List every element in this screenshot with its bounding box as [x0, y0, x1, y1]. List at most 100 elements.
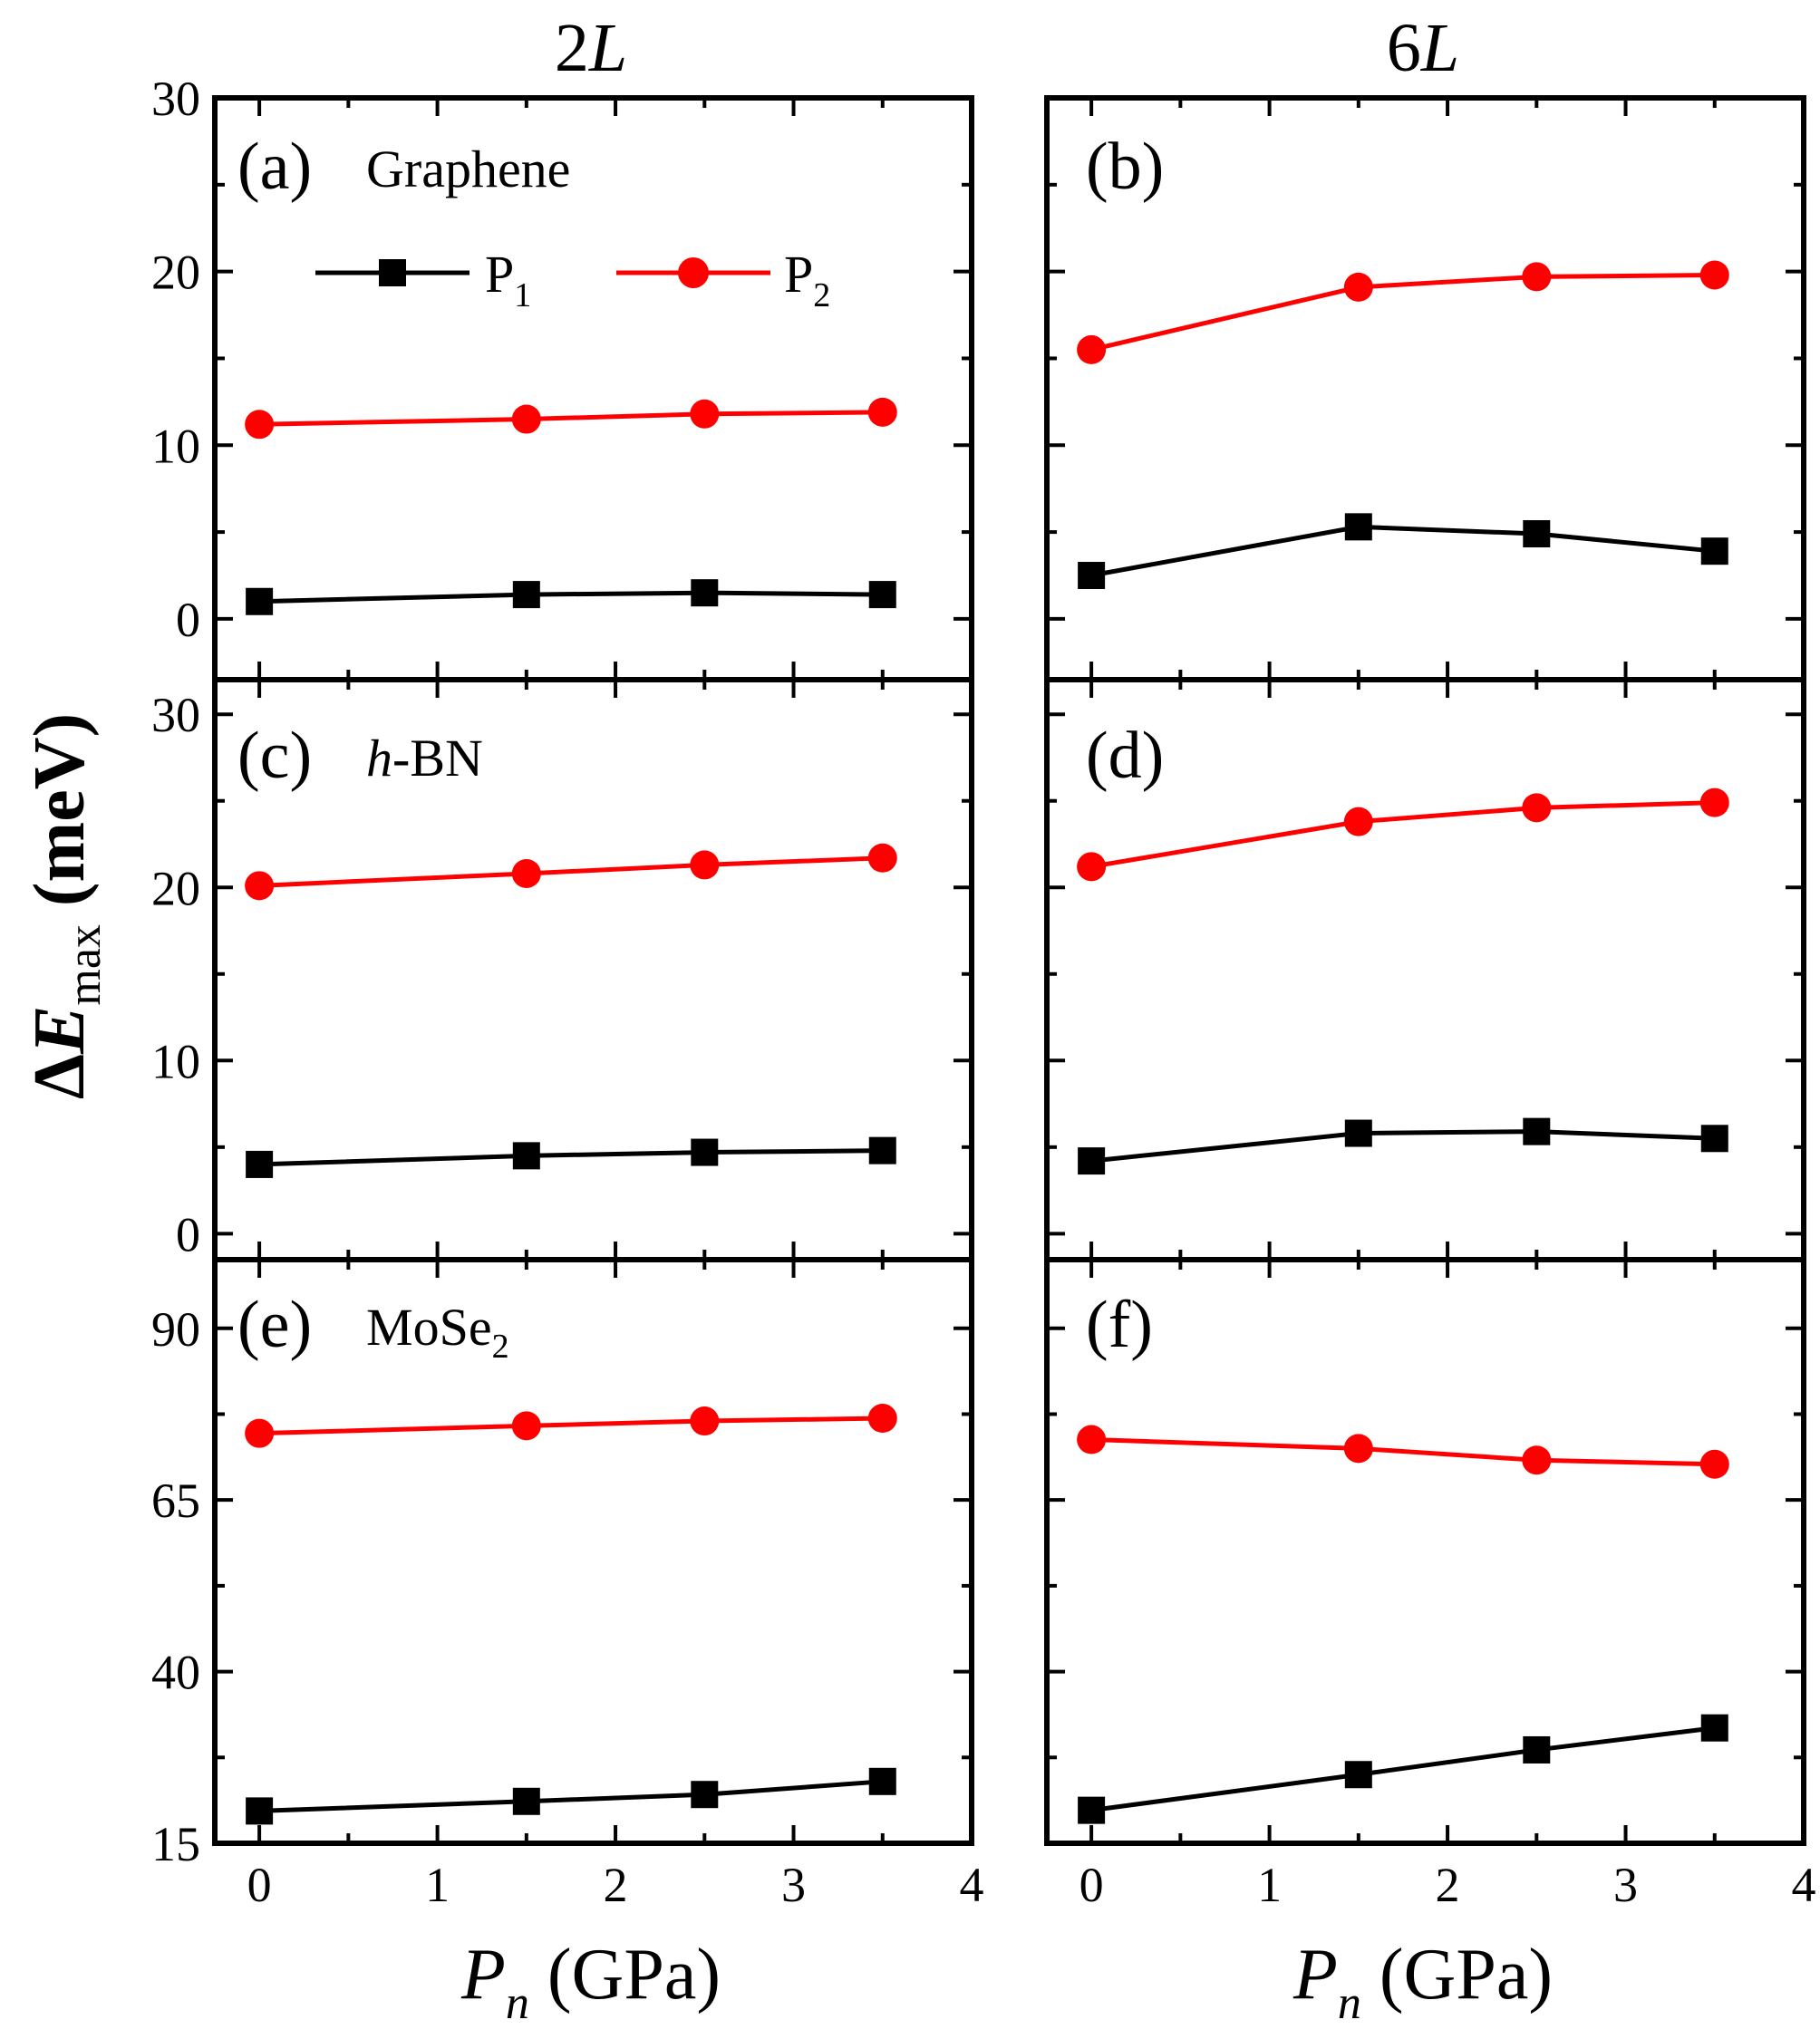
series-line-p2 [1090, 272, 1715, 353]
series-line-p2 [1091, 1437, 1715, 1467]
panel-label-a: (a) [237, 130, 312, 204]
data-point-p2 [1077, 852, 1107, 882]
data-point-p1 [1523, 1117, 1551, 1145]
data-point-p2 [690, 850, 720, 880]
y-tick-label: 0 [176, 593, 200, 647]
data-point-p2 [245, 871, 275, 901]
data-point-p1 [1700, 1125, 1728, 1153]
data-point-p1 [868, 1136, 896, 1164]
data-point-p1 [1523, 1735, 1551, 1764]
data-point-p1 [246, 1150, 274, 1178]
x-axis-label-right: Pn (GPa) [1292, 1935, 1553, 2029]
series-line-p1 [259, 590, 883, 604]
panel-frame [212, 677, 974, 1262]
x-tick-label: 1 [1257, 1858, 1282, 1912]
data-point-p2 [1077, 334, 1107, 364]
data-point-p1 [512, 581, 540, 609]
data-point-p2 [1699, 788, 1729, 817]
x-tick-label: 3 [1613, 1858, 1638, 1912]
material-label-mose2: MoSe2 [366, 1298, 509, 1366]
y-tick-label: 20 [151, 246, 200, 300]
x-tick-label: 4 [960, 1858, 984, 1912]
data-point-p1 [246, 587, 274, 615]
data-point-p1 [1700, 537, 1728, 565]
panel-label-f: (f) [1086, 1288, 1153, 1362]
x-axis-label-left: Pn (GPa) [460, 1935, 721, 2029]
legend-p1-label: P1 [485, 245, 531, 314]
x-tick-label: 3 [781, 1858, 806, 1912]
panel-frame [1044, 1257, 1806, 1846]
x-tick-label: 4 [1792, 1858, 1816, 1912]
data-point-p1 [1078, 562, 1106, 590]
data-point-p1 [1523, 520, 1551, 548]
data-point-p2 [690, 1406, 720, 1436]
data-point-p2 [1343, 1434, 1373, 1464]
series-line-p2 [1090, 800, 1715, 869]
panel-label-c: (c) [237, 719, 312, 793]
data-point-p1 [246, 1797, 274, 1825]
material-label-hbn: h-BN [366, 729, 483, 788]
data-point-p1 [868, 581, 896, 609]
data-point-p1 [691, 1138, 719, 1166]
data-point-p2 [1522, 1445, 1552, 1475]
y-tick-label: 65 [151, 1474, 200, 1528]
data-point-p1 [512, 1142, 540, 1170]
series-line-p1 [259, 1148, 883, 1167]
data-point-p1 [1078, 1796, 1106, 1824]
x-tick-label: 0 [247, 1858, 272, 1912]
x-tick-label: 2 [1436, 1858, 1460, 1912]
data-point-p1 [691, 579, 719, 607]
column-title-6l: 6L [1387, 10, 1459, 86]
y-tick-label: 20 [151, 861, 200, 915]
series-line-p1 [1090, 1725, 1716, 1813]
data-point-p2 [867, 397, 897, 427]
data-point-p1 [1078, 1147, 1106, 1175]
data-point-p2 [690, 399, 720, 429]
data-point-p2 [1699, 1449, 1729, 1479]
x-tick-label: 2 [604, 1858, 628, 1912]
series-line-p1 [1090, 524, 1716, 578]
legend: P1 P2 [315, 245, 830, 314]
legend-p1-marker [379, 259, 406, 286]
data-point-p2 [867, 1404, 897, 1434]
panel-e: 15 40 65 90 0 1 2 3 4 [151, 1257, 984, 1912]
panel-c: 0 10 20 30 [151, 677, 974, 1262]
legend-p2-label: P2 [784, 245, 830, 314]
legend-p2-marker [678, 257, 709, 288]
series-line-p2 [259, 1416, 883, 1436]
y-tick-label: 0 [176, 1207, 200, 1261]
y-tick-label: 30 [151, 688, 200, 742]
data-point-p2 [511, 404, 541, 434]
y-tick-label: 40 [151, 1646, 200, 1700]
data-point-p2 [1699, 260, 1729, 290]
panel-label-e: (e) [237, 1288, 312, 1362]
x-tick-label: 1 [425, 1858, 450, 1912]
series-line-p2 [259, 855, 883, 888]
column-title-2l: 2L [555, 10, 627, 86]
y-tick-label: 30 [151, 72, 200, 126]
y-axis-label: ΔEmax (meV) [20, 713, 111, 1099]
data-point-p2 [245, 410, 275, 440]
data-point-p2 [1343, 807, 1373, 836]
panel-b [1044, 95, 1806, 682]
data-point-p1 [868, 1767, 896, 1795]
data-point-p1 [1344, 513, 1372, 541]
panel-f: 0 1 2 3 4 [1044, 1257, 1816, 1912]
data-point-p2 [511, 858, 541, 888]
data-point-p1 [1344, 1761, 1372, 1789]
data-point-p2 [1077, 1425, 1107, 1454]
data-point-p2 [1522, 793, 1552, 823]
y-tick-label: 10 [151, 419, 200, 473]
data-point-p2 [1343, 272, 1373, 302]
data-point-p1 [1700, 1714, 1728, 1742]
series-line-p2 [259, 410, 883, 427]
data-point-p2 [245, 1418, 275, 1448]
y-tick-label: 15 [151, 1817, 200, 1871]
y-tick-label: 10 [151, 1034, 200, 1088]
panel-label-d: (d) [1086, 719, 1164, 793]
data-point-p2 [867, 843, 897, 873]
series-line-p1 [1090, 1129, 1715, 1164]
data-point-p2 [1522, 262, 1552, 292]
